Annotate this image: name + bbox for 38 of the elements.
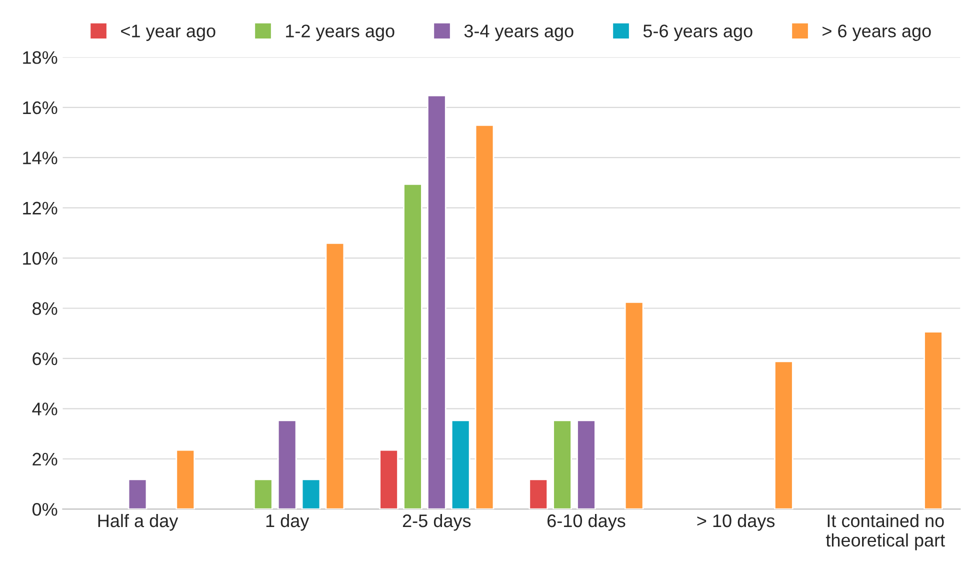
x-tick-label: It contained no theoretical part bbox=[826, 514, 945, 550]
legend-label: 5-6 years ago bbox=[643, 24, 752, 41]
x-tick-label: Half a day bbox=[98, 514, 178, 531]
bar bbox=[552, 420, 572, 510]
y-tick-label: 12% bbox=[23, 202, 58, 214]
legend-label: > 6 years ago bbox=[822, 24, 931, 41]
y-tick-label: 8% bbox=[32, 302, 58, 315]
bar bbox=[528, 478, 548, 510]
bar bbox=[774, 360, 794, 510]
bar bbox=[474, 124, 494, 510]
y-tick-label: 18% bbox=[23, 51, 58, 64]
bar bbox=[403, 184, 422, 510]
bar bbox=[426, 94, 446, 510]
y-tick-label: 6% bbox=[32, 352, 58, 366]
bar bbox=[379, 449, 398, 510]
x-tick-label: > 10 days bbox=[697, 514, 775, 531]
legend-label: 3-4 years ago bbox=[464, 24, 574, 41]
bar bbox=[277, 420, 297, 510]
bar bbox=[576, 420, 596, 510]
legend-label: 1-2 years ago bbox=[286, 24, 394, 41]
bar bbox=[624, 302, 644, 510]
x-tick-label: 6-10 days bbox=[548, 514, 626, 531]
bar bbox=[128, 478, 148, 510]
bar bbox=[301, 478, 321, 510]
y-tick-label: 0% bbox=[32, 503, 58, 516]
legend-label: <1 year ago bbox=[121, 24, 216, 41]
y-tick-label: 14% bbox=[23, 152, 58, 164]
x-tick-label: 1 day bbox=[266, 514, 310, 531]
bar bbox=[325, 242, 345, 510]
y-tick-label: 4% bbox=[32, 402, 58, 416]
y-tick-label: 10% bbox=[23, 252, 58, 265]
bar bbox=[924, 331, 943, 510]
y-tick-label: 2% bbox=[32, 452, 58, 466]
x-tick-label: 2-5 days bbox=[402, 514, 471, 531]
bar bbox=[253, 478, 273, 510]
bar bbox=[176, 449, 196, 510]
bar bbox=[450, 420, 470, 510]
y-tick-label: 16% bbox=[23, 101, 58, 114]
